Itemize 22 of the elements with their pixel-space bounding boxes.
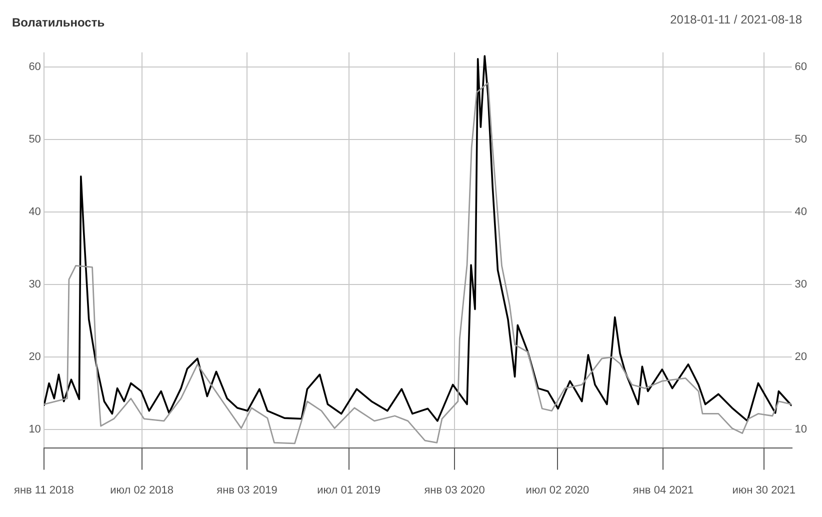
y2-tick-label: 30 [794,278,808,291]
x-tick-label: янв 03 2019 [216,484,278,496]
x-tick-label: июл 02 2020 [526,484,590,496]
x-tick-label: янв 03 2020 [424,484,485,496]
y-tick-label: 50 [28,133,41,146]
y2-tick-label: 10 [794,424,808,436]
x-tick-label: июл 02 2018 [110,484,174,496]
chart-title: Волатильность [12,16,105,30]
x-tick-label: янв 11 2018 [14,484,74,496]
x-tick-label: июн 30 2021 [732,484,796,496]
y2-tick-label: 20 [794,351,808,364]
x-tick-label: янв 04 2021 [632,484,694,496]
text: 2018-01-11 / 2021-08-18 [670,12,802,26]
x-tick-label: июл 01 2019 [317,484,380,496]
y-tick-label: 60 [28,60,41,73]
y-tick-label: 20 [28,351,41,364]
y-tick-label: 30 [28,278,41,291]
y2-tick-label: 50 [794,133,808,146]
y-tick-label: 40 [28,206,41,218]
y-tick-label: 10 [28,424,41,436]
y2-tick-label: 40 [794,206,808,218]
y2-tick-label: 60 [794,60,808,73]
